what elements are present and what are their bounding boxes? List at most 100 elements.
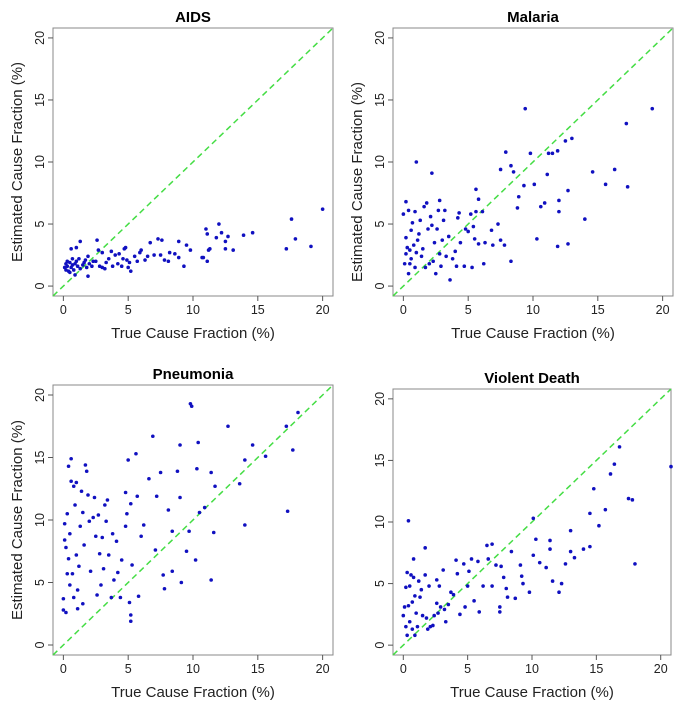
data-point <box>424 616 429 620</box>
data-point <box>74 480 79 485</box>
data-point <box>550 151 555 156</box>
data-point <box>71 268 76 272</box>
panel-title: Pneumonia <box>153 366 235 383</box>
data-point <box>71 484 76 489</box>
data-point <box>132 254 137 259</box>
data-point <box>612 462 617 466</box>
data-point <box>413 594 417 598</box>
data-point <box>515 206 520 210</box>
data-point <box>430 223 434 228</box>
data-point <box>104 260 108 265</box>
data-point <box>555 244 560 249</box>
data-point <box>103 266 107 271</box>
data-point <box>78 239 83 244</box>
data-point <box>106 256 111 261</box>
data-point <box>117 252 121 256</box>
data-point <box>405 570 409 575</box>
data-point <box>93 259 98 264</box>
identity-reference-line <box>52 27 334 297</box>
data-point <box>128 619 133 624</box>
data-point <box>591 486 596 491</box>
data-point <box>537 560 542 565</box>
data-point <box>509 163 513 168</box>
data-point <box>103 503 107 507</box>
data-point <box>134 451 138 456</box>
x-tick-label: 0 <box>400 662 407 676</box>
y-tick-label: 10 <box>33 513 47 527</box>
data-point <box>437 198 442 203</box>
data-point <box>406 518 411 523</box>
identity-reference-line <box>392 388 672 656</box>
data-point <box>61 596 66 601</box>
y-tick-label: 15 <box>373 93 387 107</box>
data-point <box>418 218 423 223</box>
data-point <box>409 228 413 233</box>
data-point <box>135 259 140 264</box>
data-point <box>91 515 95 520</box>
data-point <box>147 476 151 481</box>
data-point <box>405 633 409 638</box>
data-point <box>121 256 125 261</box>
data-point <box>83 463 88 467</box>
data-point <box>624 121 629 126</box>
data-point <box>434 578 439 582</box>
data-point <box>566 188 570 193</box>
data-point <box>424 201 429 205</box>
x-tick-label: 10 <box>186 662 200 676</box>
x-tick-label: 0 <box>400 303 407 317</box>
data-point <box>557 590 561 594</box>
x-tick-label: 10 <box>186 303 200 317</box>
data-point <box>109 595 114 600</box>
data-point <box>466 229 470 234</box>
data-point <box>612 167 617 172</box>
data-point <box>433 271 438 276</box>
data-point <box>113 253 118 257</box>
data-point <box>419 254 424 259</box>
x-axis-label: True Cause Fraction (%) <box>450 684 614 701</box>
x-tick-label: 5 <box>125 662 132 676</box>
y-tick-label: 0 <box>373 283 387 290</box>
data-point <box>75 588 80 592</box>
data-point <box>95 593 99 597</box>
data-point <box>82 543 86 547</box>
data-point <box>626 496 631 501</box>
data-point <box>182 264 186 269</box>
data-point <box>125 511 129 516</box>
data-point <box>465 584 470 588</box>
data-point <box>528 151 533 156</box>
data-point <box>243 458 247 462</box>
data-point <box>231 248 235 252</box>
data-point <box>414 611 418 615</box>
data-point <box>435 227 439 231</box>
data-point <box>418 595 422 599</box>
data-point <box>178 495 182 500</box>
data-point <box>455 571 460 576</box>
data-point <box>474 187 478 192</box>
data-point <box>409 573 413 577</box>
data-point <box>62 521 67 526</box>
data-point <box>201 255 206 260</box>
data-point <box>77 564 81 569</box>
data-point <box>513 596 518 601</box>
x-tick-label: 10 <box>525 662 539 676</box>
data-point <box>498 167 503 172</box>
data-point <box>440 238 445 242</box>
data-point <box>69 479 73 484</box>
data-point <box>544 565 548 570</box>
data-point <box>118 595 123 600</box>
data-point <box>527 590 532 594</box>
data-point <box>449 590 453 594</box>
data-point <box>490 542 494 546</box>
data-point <box>555 149 560 153</box>
data-point <box>128 613 133 617</box>
data-point <box>158 253 163 257</box>
data-point <box>296 410 300 415</box>
data-point <box>217 222 221 226</box>
x-tick-label: 15 <box>251 662 265 676</box>
data-point <box>414 160 419 164</box>
data-point <box>237 481 242 486</box>
data-point <box>432 613 436 618</box>
data-point <box>74 553 79 557</box>
data-point <box>451 592 456 597</box>
data-point <box>509 259 513 264</box>
